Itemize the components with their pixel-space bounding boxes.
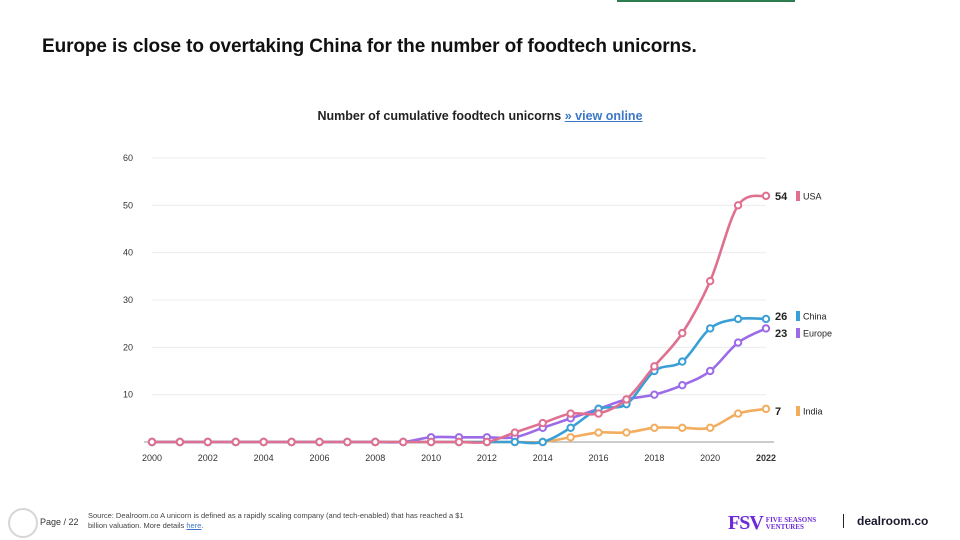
- data-point: [705, 276, 715, 286]
- data-point: [761, 324, 771, 333]
- end-value-label-china: 26: [775, 311, 787, 323]
- series-europe: 23 Europe: [147, 324, 832, 447]
- y-tick-label: 40: [123, 248, 133, 258]
- legend-swatch-china: [796, 311, 800, 321]
- dealroom-logo: dealroom.co: [857, 514, 929, 528]
- legend-swatch-india: [796, 406, 800, 416]
- fsv-logo-line2: VENTURES: [765, 522, 804, 531]
- legend-label-europe: Europe: [803, 329, 832, 339]
- fsv-logo-line1: FIVE SEASONS: [765, 515, 817, 524]
- data-point: [315, 437, 324, 447]
- data-point: [733, 201, 743, 210]
- data-point: [538, 437, 547, 447]
- data-point: [761, 314, 771, 324]
- logo-separator: [843, 514, 844, 528]
- series-china: 26 China: [147, 311, 827, 447]
- series-usa: 54 USA: [147, 191, 822, 447]
- x-tick-label: 2022: [756, 453, 776, 463]
- data-point: [733, 338, 743, 347]
- data-point: [594, 428, 603, 437]
- view-online-link[interactable]: » view online: [564, 109, 643, 123]
- legend-swatch-europe: [796, 328, 800, 338]
- legend-swatch-usa: [796, 191, 800, 201]
- data-point: [398, 437, 408, 447]
- legend-label-india: India: [803, 407, 823, 417]
- data-point: [147, 437, 157, 447]
- legend-label-usa: USA: [803, 192, 822, 202]
- data-point: [287, 437, 296, 447]
- legend-label-china: China: [803, 312, 827, 322]
- data-point: [678, 381, 687, 390]
- data-point: [678, 423, 687, 432]
- data-point: [678, 357, 687, 366]
- data-point: [371, 437, 380, 447]
- data-point: [566, 423, 575, 432]
- x-tick-label: 2016: [589, 453, 609, 463]
- data-point: [705, 324, 715, 333]
- source-text: Source: Dealroom.co A unicorn is defined…: [88, 511, 464, 530]
- data-point: [733, 409, 743, 418]
- y-tick-label: 30: [123, 295, 133, 305]
- data-point: [343, 437, 352, 447]
- series-line-usa: [152, 194, 767, 444]
- x-tick-label: 2006: [309, 453, 329, 463]
- x-tick-label: 2010: [421, 453, 441, 463]
- data-point: [705, 366, 715, 376]
- data-point: [510, 437, 520, 447]
- data-point: [231, 437, 240, 447]
- data-point: [650, 390, 659, 399]
- data-point: [761, 191, 771, 201]
- data-point: [259, 437, 268, 447]
- series-line-china: [152, 316, 767, 445]
- fsv-logo: FSV FIVE SEASONS VENTURES: [728, 512, 816, 535]
- x-tick-label: 2004: [254, 453, 274, 463]
- x-tick-label: 2018: [644, 453, 664, 463]
- page-number: Page / 22: [40, 517, 79, 527]
- y-tick-label: 50: [123, 200, 133, 210]
- y-tick-label: 10: [123, 390, 133, 400]
- chart-title: Number of cumulative foodtech unicorns »…: [0, 109, 960, 123]
- end-value-label-europe: 23: [775, 328, 787, 340]
- source-suffix: .: [201, 521, 204, 530]
- data-point: [203, 437, 213, 447]
- data-point: [705, 423, 715, 432]
- data-point: [426, 437, 436, 447]
- data-point: [566, 409, 575, 418]
- source-note: Source: Dealroom.co A unicorn is defined…: [88, 511, 468, 531]
- y-tick-label: 20: [123, 342, 133, 352]
- end-value-label-usa: 54: [775, 191, 788, 203]
- end-value-label-india: 7: [775, 406, 781, 418]
- data-point: [622, 428, 631, 437]
- data-point: [566, 433, 575, 442]
- data-point: [733, 314, 743, 324]
- data-point: [622, 395, 631, 404]
- data-point: [678, 328, 687, 338]
- data-point: [175, 437, 185, 447]
- x-tick-label: 2002: [198, 453, 218, 463]
- x-tick-label: 2000: [142, 453, 162, 463]
- data-point: [650, 362, 659, 371]
- page-headline: Europe is close to overtaking China for …: [42, 36, 697, 57]
- chart-title-text: Number of cumulative foodtech unicorns: [317, 109, 562, 123]
- data-point: [510, 428, 520, 437]
- y-tick-label: 60: [123, 153, 133, 163]
- top-accent-bar: [617, 0, 795, 2]
- source-link[interactable]: here: [186, 521, 202, 530]
- x-tick-label: 2020: [700, 453, 720, 463]
- data-point: [761, 404, 771, 414]
- fsv-logo-text: FIVE SEASONS VENTURES: [765, 515, 817, 531]
- data-point: [650, 423, 659, 432]
- x-tick-label: 2014: [533, 453, 553, 463]
- x-tick-label: 2008: [365, 453, 385, 463]
- fsv-logo-mark: FSV: [728, 512, 764, 534]
- data-point: [454, 437, 464, 447]
- data-point: [482, 437, 492, 447]
- x-tick-label: 2012: [477, 453, 497, 463]
- data-point: [538, 418, 547, 428]
- watermark-logo: [8, 508, 38, 538]
- data-point: [594, 409, 603, 418]
